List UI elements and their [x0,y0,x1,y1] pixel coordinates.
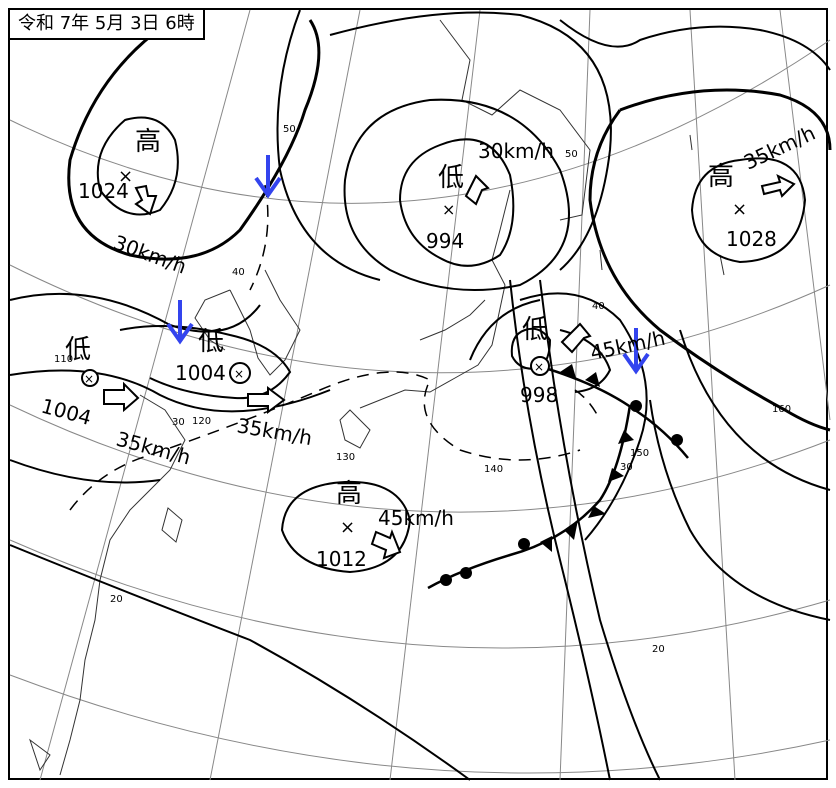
movement-arrow-icon [103,381,140,413]
svg-text:1004: 1004 [175,361,226,385]
center-mark: × [340,517,355,538]
svg-text:50: 50 [565,149,578,160]
coastlines [29,19,725,776]
center-mark: × [534,360,544,374]
blue-arrow-icon [254,155,282,199]
blue-arrow-icon [622,328,650,375]
svg-text:1024: 1024 [78,179,129,203]
svg-text:140: 140 [484,464,503,475]
center-mark: × [732,199,747,220]
pressure-system-low-north: 低 × 994 30km/h [426,139,554,253]
svg-text:低: 低 [438,163,464,193]
highlight-arrows [166,155,650,375]
svg-text:20: 20 [110,594,123,605]
svg-text:低: 低 [198,327,224,357]
center-mark: × [442,200,455,219]
movement-arrow-icon [464,174,490,206]
svg-text:120: 120 [192,416,211,427]
svg-text:40: 40 [232,267,245,278]
svg-text:低: 低 [522,315,548,345]
movement-arrow-icon [247,386,286,414]
svg-text:40: 40 [592,301,605,312]
svg-text:1028: 1028 [726,227,777,251]
svg-text:130: 130 [336,452,355,463]
movement-arrow-icon [134,184,158,216]
center-mark: × [118,166,133,187]
svg-text:30km/h: 30km/h [478,139,554,163]
map-title: 令和 7年 5月 3日 6時 [8,8,205,40]
svg-text:30: 30 [620,462,633,473]
svg-text:110: 110 [54,354,73,365]
isobars [9,9,832,781]
svg-text:高: 高 [708,162,734,192]
svg-text:150: 150 [630,448,649,459]
svg-text:45km/h: 45km/h [378,506,454,530]
svg-text:高: 高 [135,127,161,157]
front-symbols [440,364,683,586]
graticule [9,9,831,781]
movement-arrow-icon [370,529,402,560]
svg-text:994: 994 [426,229,464,253]
svg-text:低: 低 [65,335,91,365]
svg-text:高: 高 [336,479,362,509]
movement-arrow-icon [760,174,796,198]
svg-text:50: 50 [283,124,296,135]
blue-arrow-icon [166,300,194,345]
svg-text:30: 30 [172,417,185,428]
svg-text:20: 20 [652,644,665,655]
movement-arrow-icon [560,322,592,354]
svg-text:1012: 1012 [316,547,367,571]
center-mark: × [84,372,94,386]
svg-text:998: 998 [520,383,558,407]
center-mark: × [234,367,244,381]
pressure-system-high-south: 高 × 1012 45km/h [316,479,454,571]
